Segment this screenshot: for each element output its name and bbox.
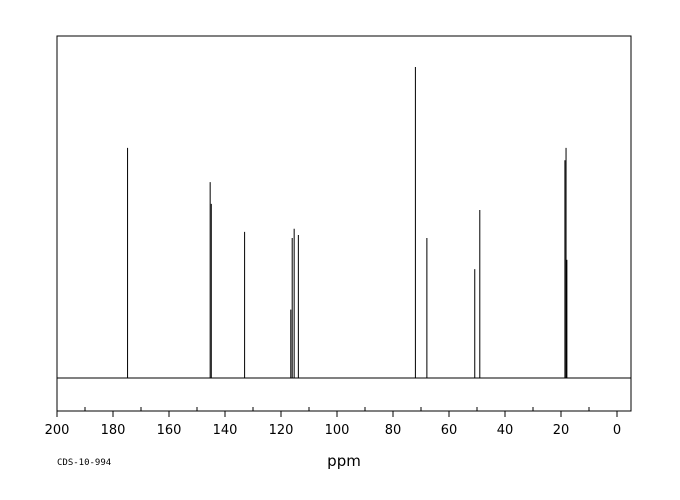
x-tick-label: 180 [101, 423, 126, 438]
x-tick-label: 80 [385, 423, 402, 438]
x-major-ticks [56, 411, 618, 417]
x-tick-label: 60 [441, 423, 458, 438]
peak-series [127, 67, 568, 378]
x-tick-labels: 200 180 160 140 120 100 80 60 40 20 0 [45, 423, 622, 438]
plot-frame [56, 35, 632, 412]
x-tick-label: 0 [613, 423, 621, 438]
x-tick-label: 20 [553, 423, 570, 438]
x-tick-label: 40 [497, 423, 514, 438]
x-tick-label: 120 [269, 423, 294, 438]
x-tick-label: 100 [325, 423, 350, 438]
x-tick-label: 160 [157, 423, 182, 438]
x-axis-title: ppm [327, 452, 361, 470]
spectrum-code: CDS-10-994 [57, 458, 111, 468]
x-tick-label: 200 [45, 423, 70, 438]
x-minor-ticks [84, 407, 590, 411]
x-tick-label: 140 [213, 423, 238, 438]
